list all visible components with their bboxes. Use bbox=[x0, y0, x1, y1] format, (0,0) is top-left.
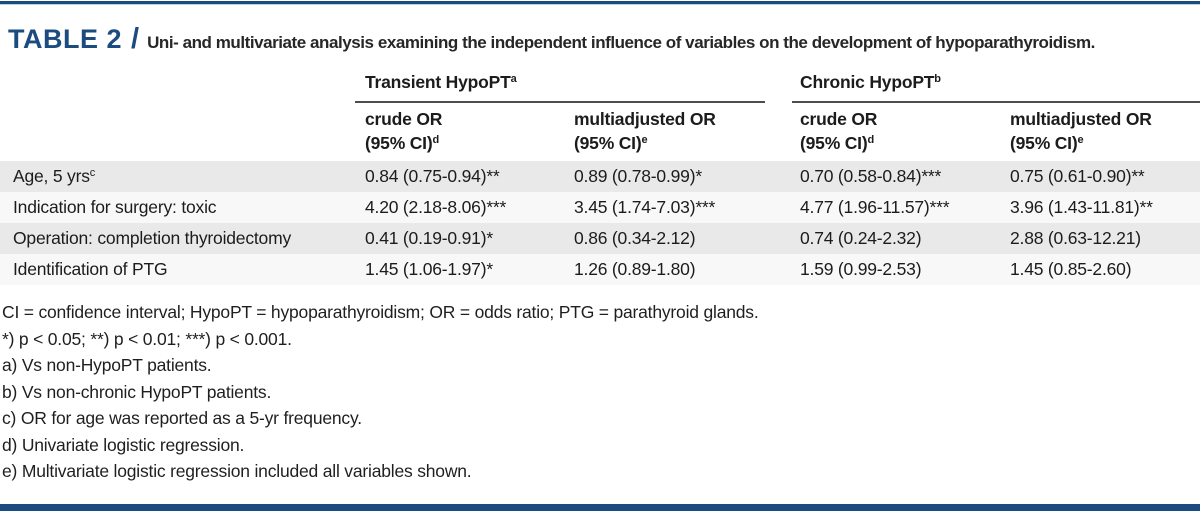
column-superscript: d bbox=[432, 134, 439, 146]
cell-value: 0.86 (0.34-2.12) bbox=[574, 228, 696, 248]
column-group-header-row: Transient HypoPTa Chronic HypoPTb bbox=[0, 72, 1200, 103]
footnote-significance: *) p < 0.05; **) p < 0.01; ***) p < 0.00… bbox=[2, 328, 292, 349]
cell-value: 0.89 (0.78-0.99)* bbox=[574, 166, 702, 186]
table-number: TABLE 2 bbox=[8, 24, 123, 54]
cell-value: 3.45 (1.74-7.03)*** bbox=[574, 197, 716, 217]
row-label: Operation: completion thyroidectomy bbox=[13, 228, 291, 248]
row-label: Indication for surgery: toxic bbox=[13, 197, 217, 217]
row-label: Age, 5 yrsc bbox=[13, 166, 96, 186]
bottom-divider bbox=[0, 504, 1200, 511]
table-row: Indication for surgery: toxic 4.20 (2.18… bbox=[0, 192, 1200, 223]
group-header-chronic: Chronic HypoPTb bbox=[792, 72, 1200, 103]
group-superscript: a bbox=[510, 73, 517, 85]
cell-value: 0.41 (0.19-0.91)* bbox=[365, 228, 493, 248]
column-superscript: d bbox=[867, 134, 874, 146]
table-caption: TABLE 2 / Uni- and multivariate analysis… bbox=[8, 23, 1200, 56]
column-header-line2: (95% CI)e bbox=[1010, 133, 1084, 153]
column-header-transient-multiadjusted: multiadjusted OR (95% CI)e bbox=[570, 107, 792, 155]
group-label: Transient HypoPT bbox=[365, 72, 511, 92]
cell-value: 4.77 (1.96-11.57)*** bbox=[800, 197, 950, 217]
footnotes: CI = confidence interval; HypoPT = hypop… bbox=[2, 299, 1200, 485]
column-header-line1: crude OR bbox=[800, 109, 878, 129]
cell-value: 0.70 (0.58-0.84)*** bbox=[800, 166, 942, 186]
column-header-transient-crude: crude OR (95% CI)d bbox=[355, 107, 570, 155]
top-divider bbox=[0, 1, 1200, 5]
cell-value: 1.45 (1.06-1.97)* bbox=[365, 259, 493, 279]
table-body: Age, 5 yrsc 0.84 (0.75-0.94)** 0.89 (0.7… bbox=[0, 161, 1200, 285]
column-header-line2: (95% CI)e bbox=[574, 133, 648, 153]
group-header-spacer bbox=[0, 72, 355, 103]
column-header-line2: (95% CI)d bbox=[365, 133, 439, 153]
footnote-b: b) Vs non-chronic HypoPT patients. bbox=[2, 381, 272, 402]
table-row: Identification of PTG 1.45 (1.06-1.97)* … bbox=[0, 254, 1200, 285]
cell-value: 1.45 (0.85-2.60) bbox=[1010, 259, 1132, 279]
column-header-line1: multiadjusted OR bbox=[574, 109, 716, 129]
group-label: Chronic HypoPT bbox=[800, 72, 935, 92]
column-superscript: e bbox=[1077, 134, 1084, 146]
cell-value: 1.26 (0.89-1.80) bbox=[574, 259, 696, 279]
cell-value: 0.84 (0.75-0.94)** bbox=[365, 166, 500, 186]
column-superscript: e bbox=[641, 134, 648, 146]
footnote-c: c) OR for age was reported as a 5-yr fre… bbox=[2, 408, 362, 428]
column-header-line1: multiadjusted OR bbox=[1010, 109, 1152, 129]
footnote-e: e) Multivariate logistic regression incl… bbox=[2, 461, 472, 481]
footnote-a: a) Vs non-HypoPT patients. bbox=[2, 355, 212, 375]
table-row: Age, 5 yrsc 0.84 (0.75-0.94)** 0.89 (0.7… bbox=[0, 161, 1200, 192]
row-superscript: c bbox=[89, 167, 96, 179]
cell-value: 3.96 (1.43-11.81)** bbox=[1010, 197, 1153, 217]
cell-value: 4.20 (2.18-8.06)*** bbox=[365, 197, 507, 217]
column-header-line2: (95% CI)d bbox=[800, 133, 874, 153]
slash-separator: / bbox=[131, 23, 140, 55]
column-header-chronic-crude: crude OR (95% CI)d bbox=[792, 107, 1005, 155]
column-header-row: crude OR (95% CI)d multiadjusted OR (95%… bbox=[0, 107, 1200, 155]
group-superscript: b bbox=[934, 73, 941, 85]
table-row: Operation: completion thyroidectomy 0.41… bbox=[0, 223, 1200, 254]
caption-text: Uni- and multivariate analysis examining… bbox=[147, 33, 1095, 52]
footnote-abbreviations: CI = confidence interval; HypoPT = hypop… bbox=[2, 302, 759, 322]
cell-value: 0.75 (0.61-0.90)** bbox=[1010, 166, 1145, 186]
group-header-transient: Transient HypoPTa bbox=[355, 72, 765, 103]
cell-value: 1.59 (0.99-2.53) bbox=[800, 259, 922, 279]
column-header-line1: crude OR bbox=[365, 109, 443, 129]
column-header-spacer bbox=[0, 107, 355, 155]
cell-value: 0.74 (0.24-2.32) bbox=[800, 228, 922, 248]
row-label: Identification of PTG bbox=[13, 259, 168, 279]
column-header-chronic-multiadjusted: multiadjusted OR (95% CI)e bbox=[1005, 107, 1200, 155]
footnote-d: d) Univariate logistic regression. bbox=[2, 434, 245, 455]
cell-value: 2.88 (0.63-12.21) bbox=[1010, 228, 1141, 248]
